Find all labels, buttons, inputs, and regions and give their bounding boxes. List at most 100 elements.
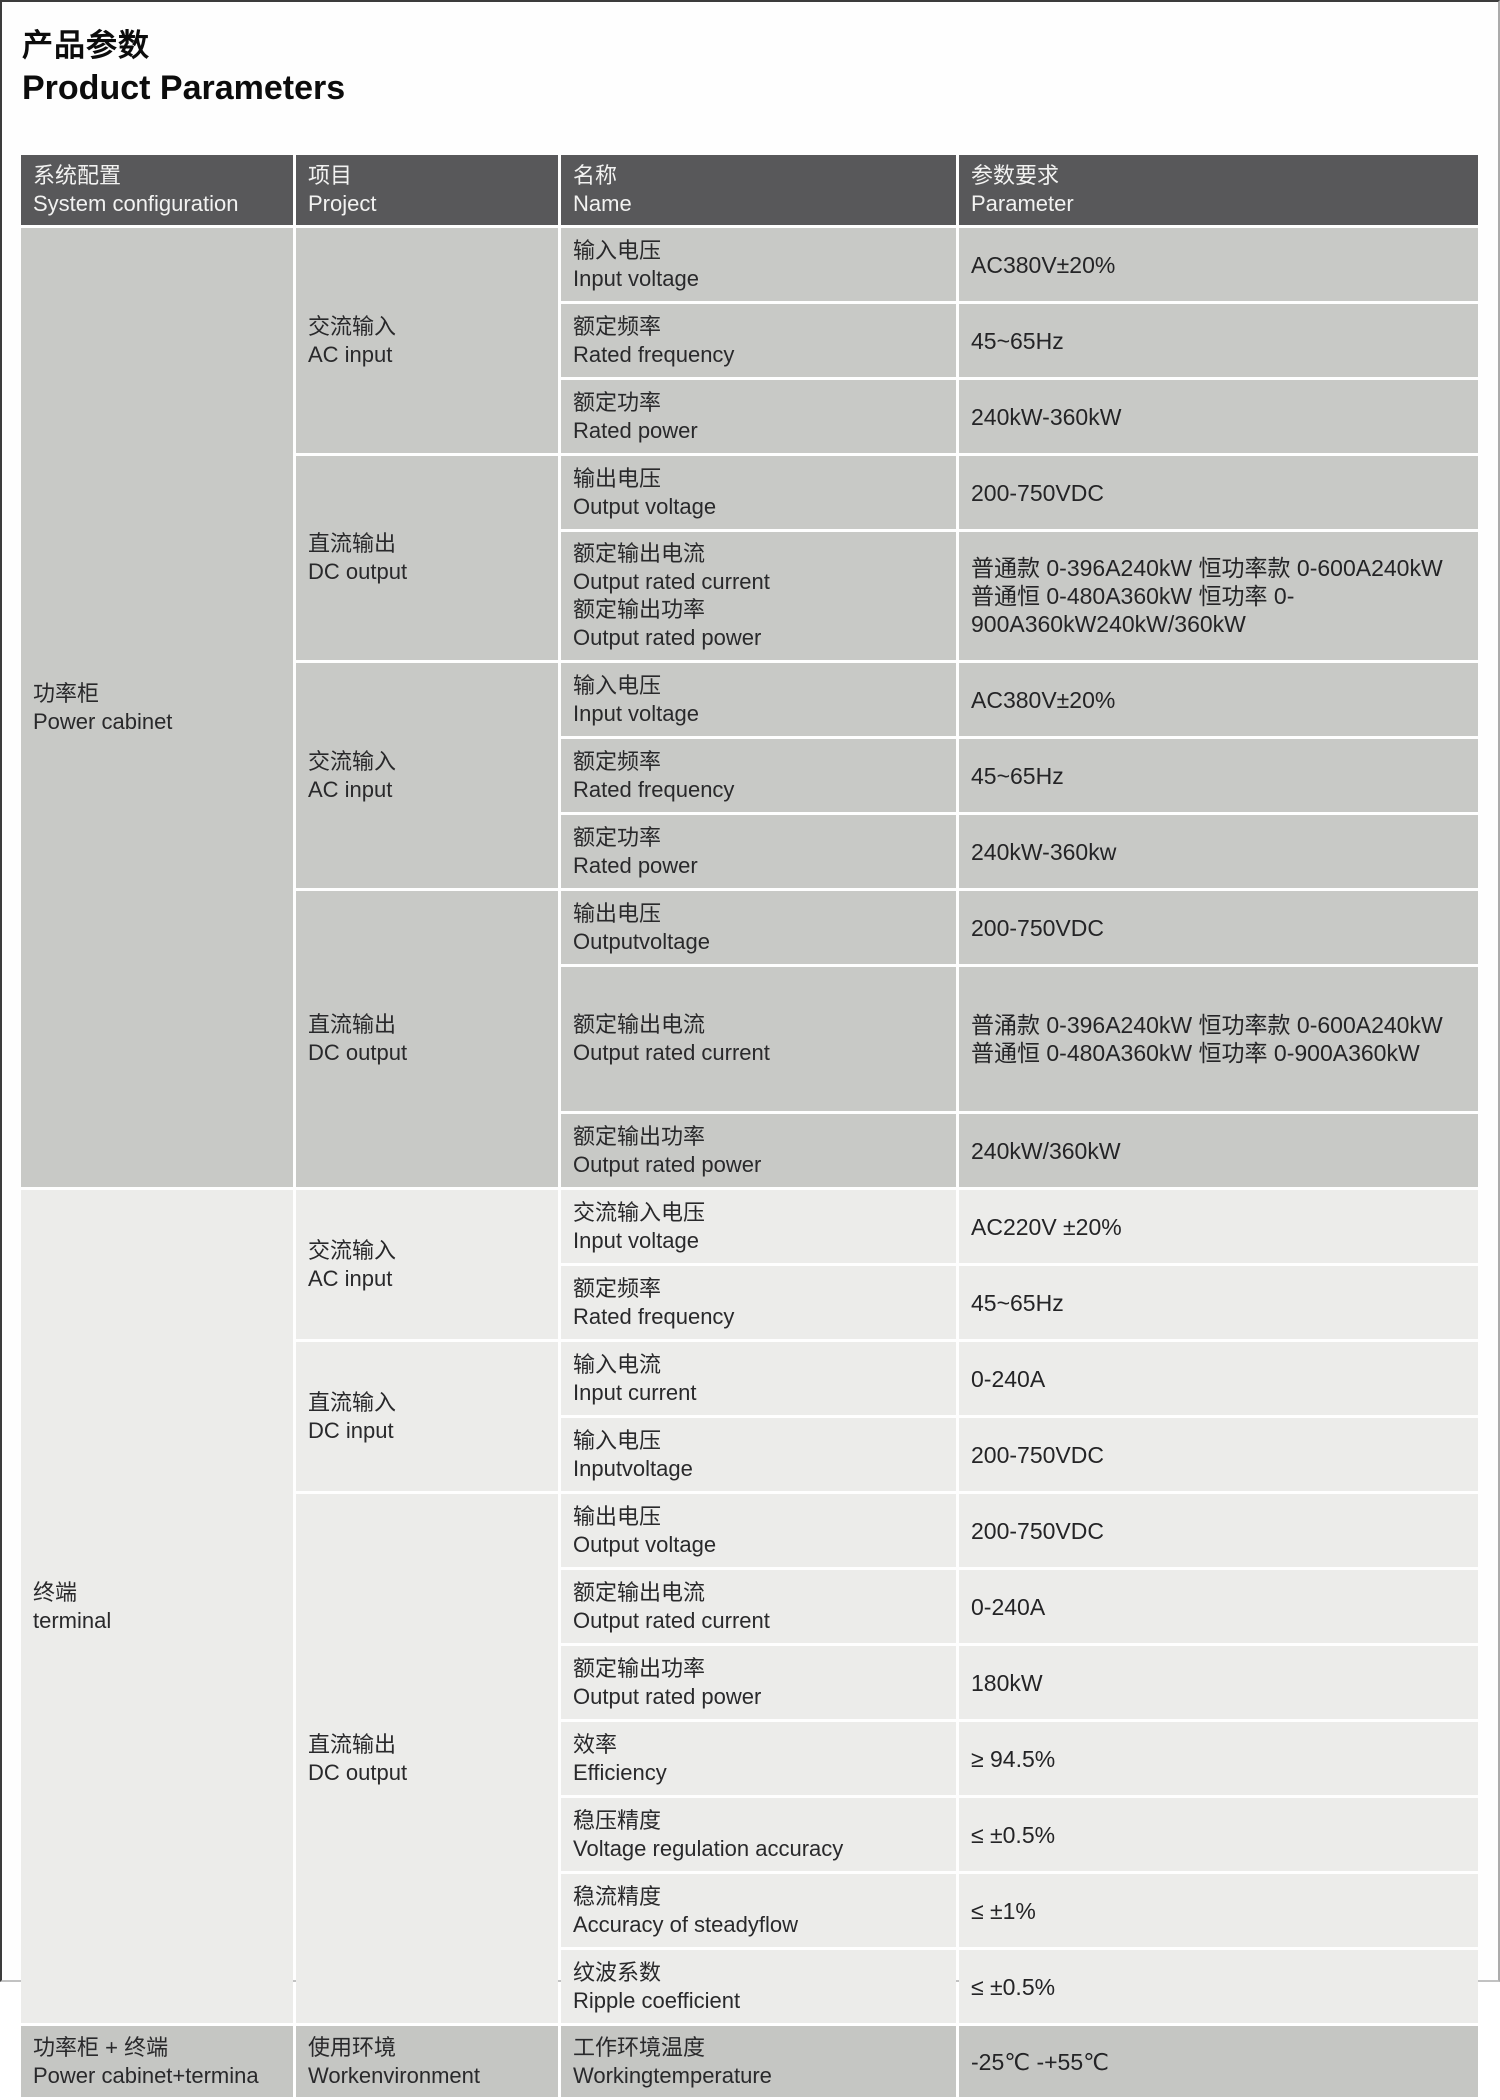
project-label-zh: 直流输出 [308,1731,397,1757]
section-label-zh: 功率柜 [33,680,100,706]
name-cell: 稳压精度 Voltage regulation accuracy [561,1798,956,1871]
param-value: 200-750VDC [971,479,1104,506]
header-label-zh: 名称 [573,163,618,188]
param-cell: 200-750VDC [959,1418,1478,1491]
table-row: 额定频率 Rated frequency 45~65Hz [21,1266,1478,1339]
name-zh: 稳流精度 [573,1883,662,1909]
project-label-en: DC input [308,1417,394,1443]
table-row: 效率 Efficiency ≥ 94.5% [21,1722,1478,1795]
name-zh: 交流输入电压 [573,1199,706,1225]
name-en: Output voltage [573,1531,717,1557]
param-value: AC380V±20% [971,251,1116,278]
table-row: 直流输出 DC output 输出电压 Output voltage 200-7… [21,1494,1478,2023]
project-cell-work-environment: 使用环境 Workenvironment [296,2026,558,2097]
table-header-row: 系统配置 System configuration 项目 Project 名称 … [21,155,1478,225]
param-value: AC380V±20% [971,686,1116,713]
name-cell: 额定输出电流 Output rated current [561,967,956,1111]
table-row: 额定输出电流 Output rated current 额定输出功率 Outpu… [21,532,1478,660]
param-value: ≤ ±1% [971,1897,1036,1924]
param-cell: 200-750VDC [959,891,1478,964]
name-zh: 额定频率 [573,1275,662,1301]
name-zh: 额定功率 [573,824,662,850]
param-value: 0-240A [971,1593,1046,1620]
name-zh: 额定输出电流 [573,541,706,566]
page-title-en: Product Parameters [22,69,346,107]
name-en: Input voltage [573,700,699,726]
table-row: 功率柜 + 终端 Power cabinet+termina 使用环境 Work… [21,2026,1478,2097]
param-value: AC220V ±20% [971,1213,1122,1240]
param-value: 45~65Hz [971,1289,1064,1316]
project-label-zh: 直流输出 [308,1012,397,1037]
table-row: 额定功率 Rated power 240kW-360kW [21,380,1478,453]
header-label-zh: 项目 [308,163,353,188]
project-cell-dc-output: 直流输出 DC output [296,1494,558,2023]
name-zh: 输出电压 [573,900,662,926]
project-label-zh: 交流输入 [308,313,397,339]
project-label-en: AC input [308,1265,393,1291]
project-label-en: AC input [308,776,393,802]
col-header-parameter: 参数要求 Parameter [959,155,1478,225]
table-row: 额定输出电流 Output rated current 普涌款 0-396A24… [21,967,1478,1111]
name-en: Input voltage [573,265,699,291]
name-zh: 额定输出功率 [573,1123,706,1149]
header-label-en: System configuration [33,191,239,216]
project-label-en: DC output [308,1040,408,1065]
param-cell: AC380V±20% [959,228,1478,301]
parameters-table: 系统配置 System configuration 项目 Project 名称 … [18,152,1481,2100]
project-cell-dc-output: 直流输出 DC output [296,456,558,660]
project-label-zh: 使用环境 [308,2034,397,2060]
section-label-en: terminal [33,1607,112,1633]
name-en: Rated frequency [573,776,735,802]
name-en: Efficiency [573,1759,667,1785]
name-en: Output rated power [573,625,762,650]
table-row: 直流输出 DC output 输出电压 Output voltage 200-7… [21,456,1478,660]
name-zh: 额定输出电流 [573,1579,706,1605]
col-header-project: 项目 Project [296,155,558,225]
param-cell: 45~65Hz [959,739,1478,812]
param-value: 45~65Hz [971,327,1064,354]
name-zh: 额定频率 [573,748,662,774]
name-zh: 输出电压 [573,1503,662,1529]
name-zh: 输入电压 [573,672,662,698]
name-zh: 额定输出功率 [573,597,706,622]
name-en: Output rated power [573,1683,762,1709]
name-zh: 输出电压 [573,465,662,491]
param-value: 普通款 0-396A240kW 恒功率款 0-600A240kW 普通恒 0-4… [971,555,1443,637]
name-cell: 工作环境温度 Workingtemperature [561,2026,956,2097]
name-cell: 额定功率 Rated power [561,380,956,453]
name-en: Rated frequency [573,1303,735,1329]
name-cell: 输出电压 Output voltage [561,1494,956,1567]
name-cell: 额定输出电流 Output rated current [561,1570,956,1643]
param-value: ≤ ±0.5% [971,1973,1056,2000]
name-en: Rated frequency [573,341,735,367]
name-zh: 额定功率 [573,389,662,415]
table-row: 直流输入 DC input 输入电流 Input current 0-240A [21,1342,1478,1491]
project-cell-ac-input: 交流输入 AC input [296,1190,558,1339]
project-cell-ac-input: 交流输入 AC input [296,663,558,888]
param-cell: AC380V±20% [959,663,1478,736]
param-value: 45~65Hz [971,762,1064,789]
name-cell: 额定频率 Rated frequency [561,304,956,377]
name-en: Workingtemperature [573,2062,772,2088]
param-cell: 普通款 0-396A240kW 恒功率款 0-600A240kW 普通恒 0-4… [959,532,1478,660]
name-en: Rated power [573,852,698,878]
project-label-zh: 直流输入 [308,1389,397,1415]
section-cell-power-cabinet: 功率柜 Power cabinet [21,228,293,1187]
section-cell-terminal: 终端 terminal [21,1190,293,2023]
name-zh: 额定输出功率 [573,1655,706,1681]
param-cell: ≤ ±0.5% [959,1798,1478,1871]
param-value: 200-750VDC [971,1441,1104,1468]
name-cell: 额定频率 Rated frequency [561,1266,956,1339]
param-value: 240kW-360kw [971,838,1117,865]
name-cell: 输入电流 Input current [561,1342,956,1415]
project-label-zh: 交流输入 [308,748,397,774]
name-en: Output rated current [573,1040,770,1065]
param-cell: 45~65Hz [959,1266,1478,1339]
section-label-en: Power cabinet [33,708,173,734]
param-cell: ≥ 94.5% [959,1722,1478,1795]
project-label-en: DC output [308,1759,408,1785]
table-row: 额定输出功率 Output rated power 240kW/360kW [21,1114,1478,1187]
name-cell: 输入电压 Inputvoltage [561,1418,956,1491]
param-cell: 0-240A [959,1570,1478,1643]
